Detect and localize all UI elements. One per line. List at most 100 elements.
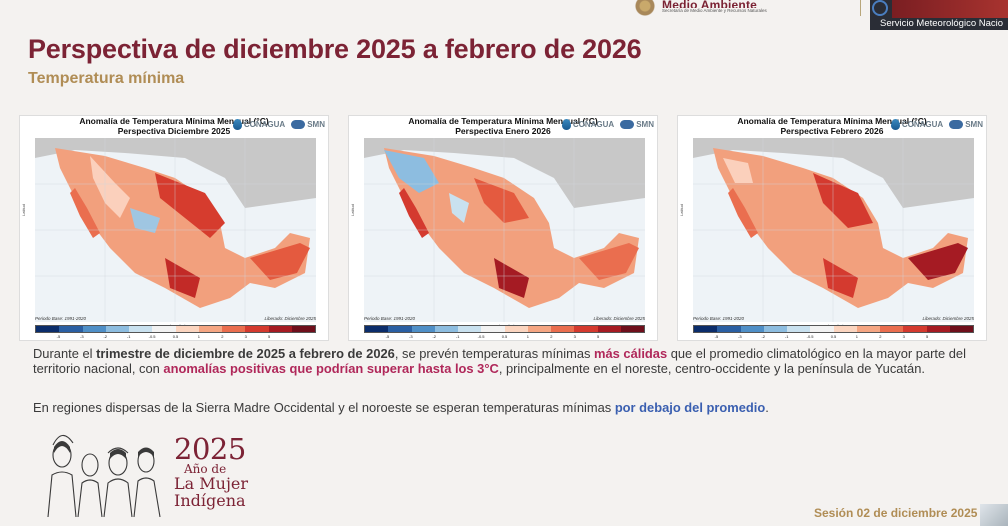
- colorbar-tick-label: 2: [550, 334, 553, 339]
- colorbar-ticks: -5 -3 -2 -1 -0.5 0.5 1 2 3 5: [364, 334, 645, 340]
- colorbar-segment: [59, 326, 83, 332]
- colorbar-segment: [926, 326, 950, 332]
- colorbar-segment: [903, 326, 927, 332]
- colorbar-segment: [481, 326, 505, 332]
- map-title: Anomalía de Temperatura Mínima Mensual (…: [408, 116, 598, 136]
- smn-label: SMN: [965, 120, 983, 129]
- session-label: Sesión 02 de diciembre 2025: [814, 506, 978, 520]
- indigenous-women-illustration: [47, 434, 161, 517]
- colorbar-segment: [620, 326, 644, 332]
- colorbar-segment: [717, 326, 741, 332]
- colorbar-segment: [856, 326, 880, 332]
- conagua-drop-icon: [890, 119, 900, 130]
- colorbar-segment: [574, 326, 598, 332]
- colorbar-segment: [597, 326, 621, 332]
- colorbar-ticks: -5 -3 -2 -1 -0.5 0.5 1 2 3 5: [693, 334, 974, 340]
- conagua-drop-icon: [561, 119, 571, 130]
- year-line2: La Mujer: [174, 474, 249, 493]
- colorbar-segment: [763, 326, 787, 332]
- colorbar-tick-label: 1: [855, 334, 859, 339]
- colorbar: [693, 325, 974, 333]
- colorbar-tick-label: 0.5: [172, 334, 179, 339]
- colorbar-segment: [949, 326, 973, 332]
- map-card-january: Anomalía de Temperatura Mínima Mensual (…: [348, 115, 658, 341]
- colorbar-segment: [365, 326, 389, 332]
- anomaly-map: [35, 138, 316, 322]
- colorbar-tick-label: -3: [80, 334, 84, 339]
- map-title: Anomalía de Temperatura Mínima Mensual (…: [737, 116, 927, 136]
- colorbar-segment: [222, 326, 246, 332]
- colorbar-tick-label: -5: [714, 334, 719, 339]
- colorbar-tick-label: -3: [409, 334, 413, 339]
- smn-label: Servicio Meteorológico Nacio: [880, 18, 1004, 29]
- smn-video-badge: Servicio Meteorológico Nacio: [870, 0, 1008, 30]
- colorbar-tick-label: -2: [103, 334, 108, 339]
- slide-subtitle: Temperatura mínima: [28, 70, 185, 87]
- colorbar-tick-label: 3: [902, 334, 905, 339]
- colorbar-tick-label: -2: [432, 334, 437, 339]
- colorbar-tick-label: -1: [784, 334, 789, 339]
- colorbar-segment: [411, 326, 435, 332]
- smn-cloud-icon: [949, 120, 964, 129]
- map-card-december: Anomalía de Temperatura Mínima Mensual (…: [19, 115, 329, 341]
- slide-title: Perspectiva de diciembre 2025 a febrero …: [28, 34, 642, 64]
- colorbar-segment: [268, 326, 292, 332]
- map-logos: CONAGUA SMN: [232, 119, 325, 130]
- year-of-indigenous-woman-logo: 2025 Año de La Mujer Indígena: [174, 432, 264, 510]
- gov-name: Medio Ambiente: [662, 0, 758, 8]
- colorbar-tick-label: -5: [56, 334, 61, 339]
- base-period-label: Periodo Base: 1991-2020: [35, 316, 87, 321]
- colorbar-tick-label: 1: [526, 334, 530, 339]
- colorbar-segment: [105, 326, 129, 332]
- colorbar-tick-label: 3: [244, 334, 247, 339]
- lat-label: Latitud: [21, 203, 26, 216]
- colorbar-tick-label: 0.5: [830, 334, 837, 339]
- map-logos: CONAGUA SMN: [890, 119, 983, 130]
- regional-paragraph: En regiones dispersas de la Sierra Madre…: [33, 400, 769, 415]
- gov-sub: Secretaría de Medio Ambiente y Recursos …: [662, 8, 767, 13]
- video-thumbnail: [980, 504, 1008, 526]
- colorbar-segment: [175, 326, 199, 332]
- colorbar-segment: [880, 326, 904, 332]
- smn-logo-icon: [872, 0, 888, 16]
- colorbar-segment: [291, 326, 315, 332]
- highlight-warmer: más cálidas: [594, 346, 668, 361]
- colorbar-segment: [694, 326, 718, 332]
- colorbar-tick-label: 1: [197, 334, 201, 339]
- highlight-below-average: por debajo del promedio: [614, 400, 766, 415]
- top-header: Medio Ambiente Secretaría de Medio Ambie…: [0, 0, 1008, 30]
- colorbar-tick-label: 3: [573, 334, 576, 339]
- colorbar-segment: [740, 326, 764, 332]
- colorbar-tick-label: -0.5: [806, 334, 814, 339]
- colorbar-segment: [810, 326, 834, 332]
- colorbar: [364, 325, 645, 333]
- conagua-label: CONAGUA: [243, 120, 286, 129]
- base-period-label: Periodo Base: 1991-2020: [693, 316, 745, 321]
- colorbar-tick-label: 5: [597, 334, 600, 339]
- smn-cloud-icon: [620, 120, 635, 129]
- smn-label: SMN: [307, 120, 325, 129]
- conagua-label: CONAGUA: [572, 120, 615, 129]
- lat-label: Latitud: [350, 203, 355, 216]
- colorbar-segment: [82, 326, 106, 332]
- colorbar-segment: [152, 326, 176, 332]
- smn-label: SMN: [636, 120, 654, 129]
- colorbar-ticks: -5 -3 -2 -1 -0.5 0.5 1 2 3 5: [35, 334, 316, 340]
- highlight-anomalies: anomalías positivas que podrían superar …: [163, 361, 499, 376]
- colorbar-tick-label: -3: [738, 334, 742, 339]
- anomaly-map: [364, 138, 645, 322]
- colorbar-tick-label: 0.5: [501, 334, 508, 339]
- colorbar-segment: [787, 326, 811, 332]
- colorbar-segment: [504, 326, 528, 332]
- conagua-drop-icon: [232, 119, 242, 130]
- colorbar-tick-label: -1: [455, 334, 460, 339]
- release-label: Liberado: Diciembre 2025: [593, 316, 645, 321]
- seal-icon: [632, 0, 658, 18]
- colorbar-tick-label: 2: [879, 334, 882, 339]
- year-label: 2025: [174, 432, 246, 466]
- colorbar-tick-label: -0.5: [477, 334, 485, 339]
- year-line1: Año de: [184, 462, 227, 476]
- colorbar-segment: [833, 326, 857, 332]
- smn-cloud-icon: [291, 120, 306, 129]
- map-title: Anomalía de Temperatura Mínima Mensual (…: [79, 116, 269, 136]
